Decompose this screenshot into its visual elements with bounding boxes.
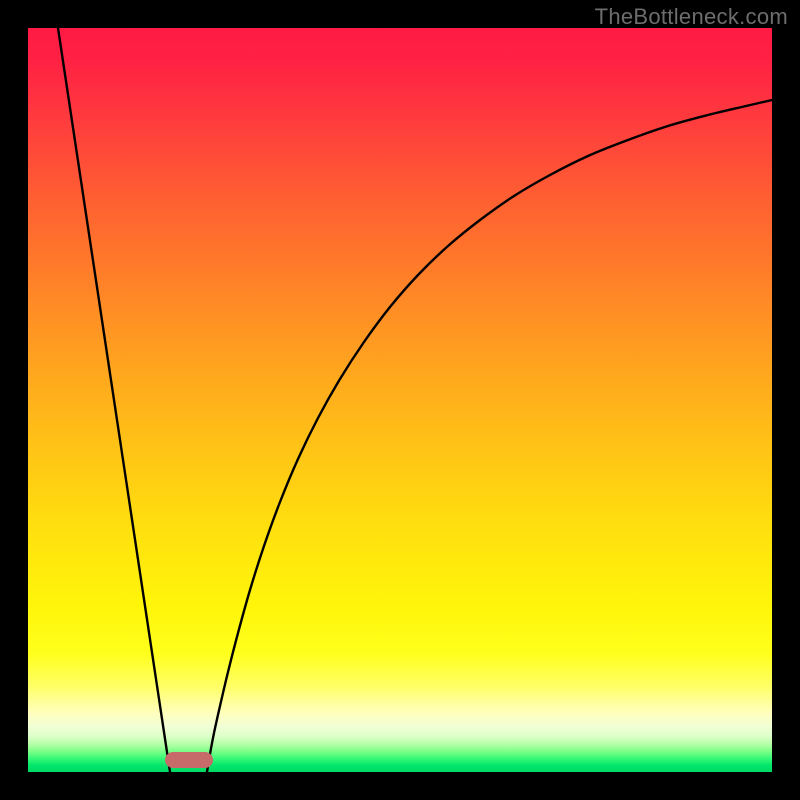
curve-layer [28,28,772,772]
chart-root: TheBottleneck.com [0,0,800,800]
plot-area [28,28,772,772]
bottleneck-curve-right [207,100,772,772]
watermark-text: TheBottleneck.com [595,4,788,30]
bottleneck-curve-left [58,28,170,772]
optimal-range-marker [165,752,213,768]
